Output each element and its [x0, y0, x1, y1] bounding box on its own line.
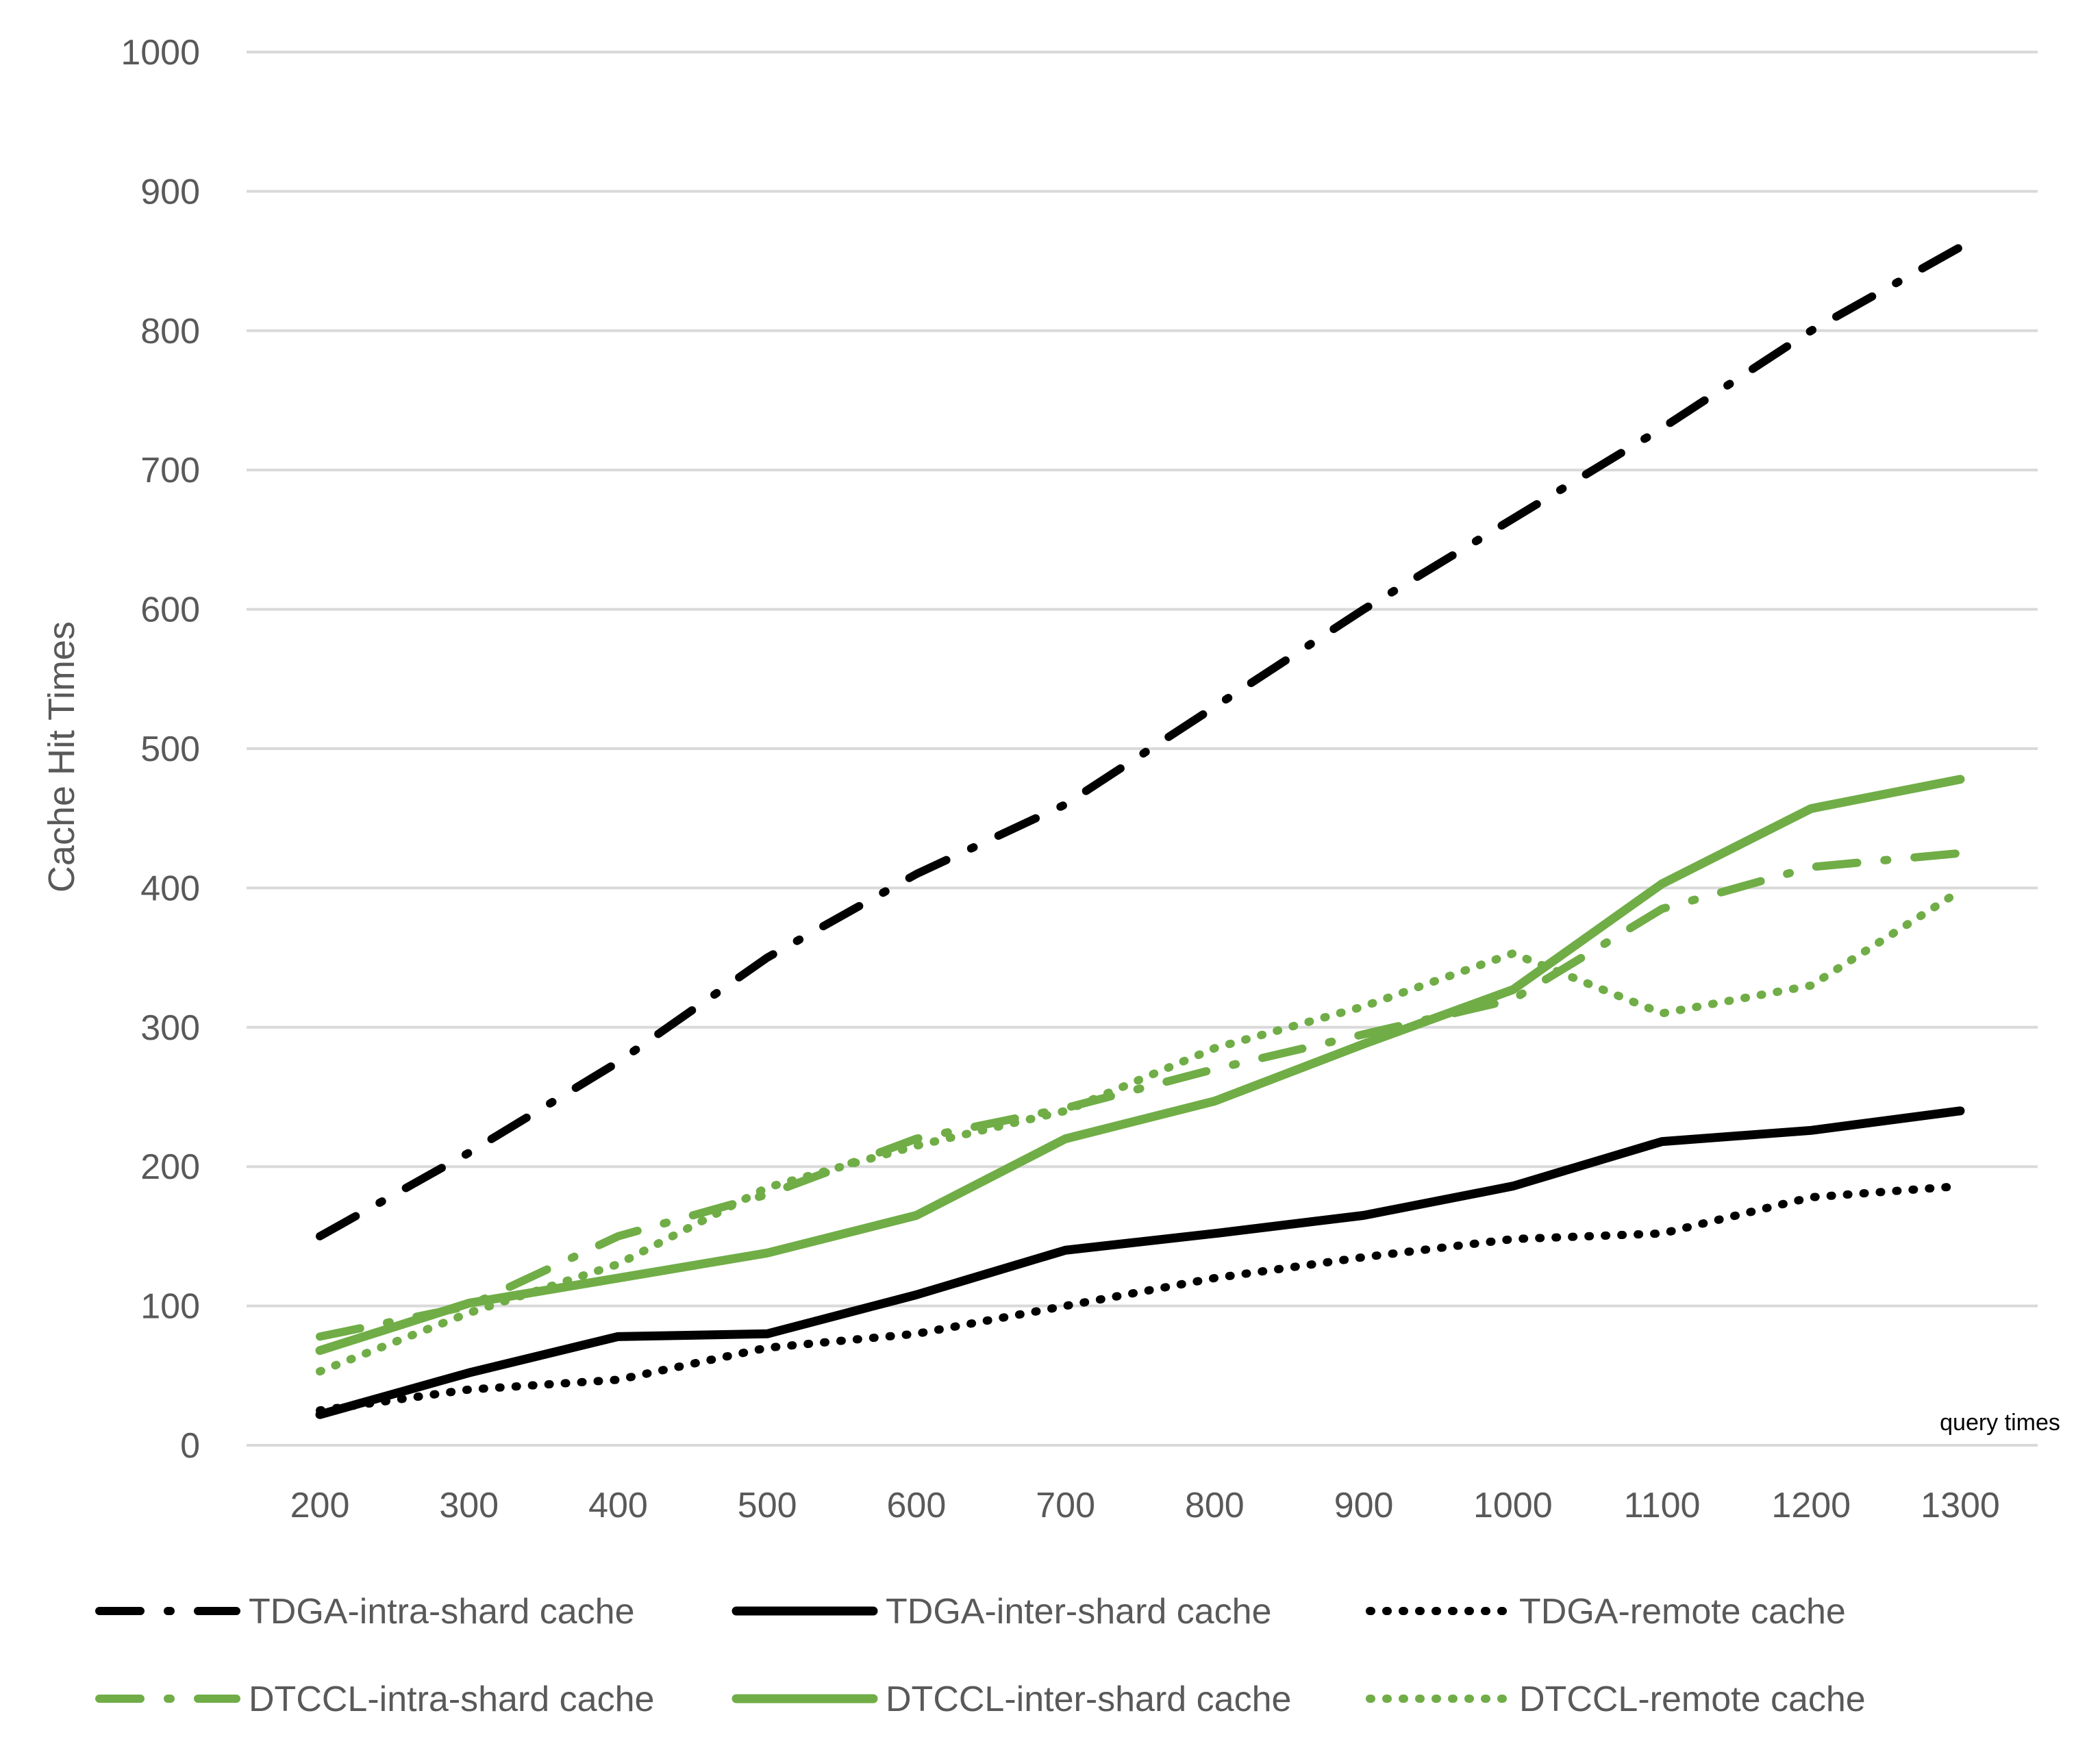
x-tick-label: 800: [1185, 1486, 1245, 1525]
x-tick-label: 900: [1334, 1486, 1394, 1525]
x-tick-label: 1000: [1473, 1486, 1553, 1525]
legend-label: DTCCL-intra-shard cache: [249, 1680, 654, 1719]
y-tick-label: 300: [140, 1008, 200, 1048]
series-line-5: [316, 886, 1964, 1376]
grid-lines: [247, 51, 2038, 1447]
x-tick-label: 600: [887, 1486, 947, 1525]
legend-label: DTCCL-inter-shard cache: [886, 1680, 1291, 1719]
x-tick-label: 1100: [1624, 1486, 1701, 1525]
series-line-0: [316, 242, 1964, 1240]
series-line-1: [315, 1106, 1965, 1419]
y-tick-label: 0: [180, 1426, 200, 1466]
x-tick-label: 300: [439, 1486, 499, 1525]
x-tick-label: 700: [1036, 1486, 1095, 1525]
y-tick-label: 1000: [121, 33, 200, 73]
y-tick-label: 800: [140, 312, 200, 351]
legend-label: TDGA-inter-shard cache: [886, 1592, 1272, 1632]
legend: TDGA-intra-shard cache TDGA-inter-shard c…: [95, 1592, 1866, 1719]
series-line-3: [316, 849, 1964, 1341]
y-tick-label: 500: [140, 729, 200, 769]
y-tick-label: 200: [140, 1147, 200, 1187]
x-axis-title: query times: [1940, 1410, 2060, 1436]
y-tick-label: 700: [140, 451, 200, 490]
x-tick-label: 200: [290, 1486, 350, 1525]
x-axis-ticks: 200 300 400 500 600 700 800 900 1000 1100 1200 1300: [290, 1486, 2000, 1525]
y-tick-label: 900: [140, 172, 200, 212]
x-tick-label: 500: [738, 1486, 797, 1525]
legend-label: TDGA-remote cache: [1519, 1592, 1846, 1632]
x-tick-label: 400: [588, 1486, 648, 1525]
series-line-4: [315, 775, 1965, 1356]
y-tick-label: 100: [140, 1287, 200, 1327]
series-lines: [315, 242, 1965, 1419]
y-tick-label: 400: [140, 869, 200, 908]
legend-label: TDGA-intra-shard cache: [249, 1592, 635, 1632]
series-line-2: [316, 1182, 1964, 1415]
x-tick-label: 1300: [1921, 1486, 2000, 1525]
y-axis-ticks: 0 100 200 300 400 500 600 700 800 900 1000: [121, 33, 200, 1466]
y-axis-title: Cache Hit Times: [41, 621, 82, 892]
y-tick-label: 600: [140, 590, 200, 630]
x-tick-label: 1200: [1771, 1486, 1851, 1525]
legend-label: DTCCL-remote cache: [1519, 1680, 1866, 1719]
